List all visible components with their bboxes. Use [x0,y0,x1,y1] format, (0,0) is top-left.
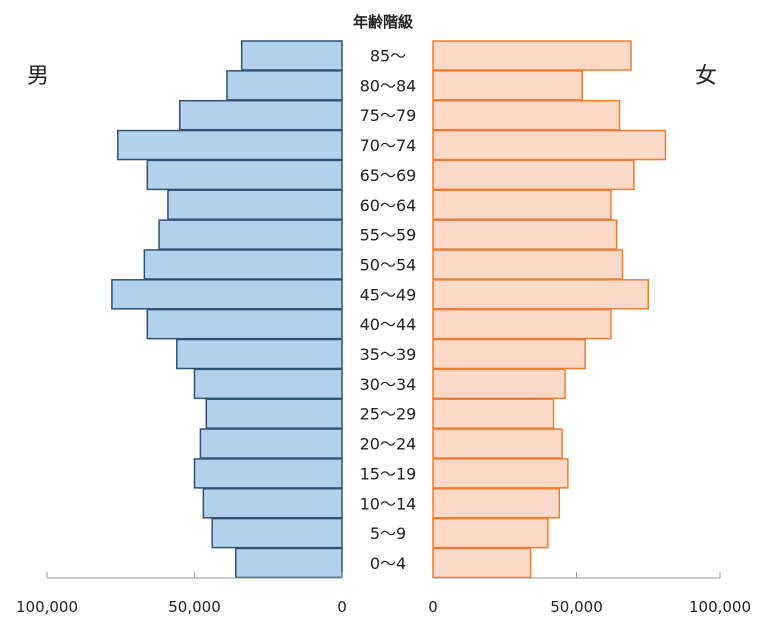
male-bar [235,547,343,579]
male-bar [226,70,343,101]
male-bar [179,99,343,131]
female-label: 女 [695,64,717,89]
age-group-label: 0〜4 [370,554,406,573]
male-bar [146,159,343,191]
female-bar [432,517,549,549]
male-bar [158,219,343,250]
female-bar [432,70,583,101]
female-tick-label: 50,000 [550,598,603,616]
male-bar [240,40,343,71]
axes: 100,000 50,000 0 0 50,000 100,000 [16,572,751,616]
age-group-label: 80〜84 [360,76,417,95]
female-bar [432,129,667,161]
male-bar [167,189,343,220]
female-tick-label: 0 [428,598,438,616]
female-bar [432,279,649,310]
female-bar [432,458,569,489]
age-group-label: 85〜 [370,47,406,66]
female-bars [432,40,667,579]
age-group-label: 5〜9 [370,524,406,543]
age-group-label: 25〜29 [360,405,417,424]
male-label: 男 [27,64,49,89]
male-bar [146,308,343,340]
male-bar [176,338,343,370]
age-group-label: 40〜44 [360,315,417,334]
female-bar [432,40,632,71]
male-bar [143,249,343,280]
male-tick-label: 100,000 [16,598,78,616]
male-bars [111,40,343,579]
male-tick-label: 0 [337,598,347,616]
female-bar [432,308,612,340]
male-bar [193,368,343,400]
male-bar [117,129,343,161]
male-bar [199,428,343,459]
female-bar [432,219,618,250]
age-labels: 85〜 80〜84 75〜79 70〜74 65〜69 60〜64 55〜59 50〜54 45… [360,47,417,573]
age-group-label: 30〜34 [360,375,417,394]
age-group-label: 65〜69 [360,166,417,185]
male-bar [111,279,343,310]
male-tick-label: 50,000 [168,598,221,616]
age-group-label: 70〜74 [360,136,417,155]
female-bar [432,189,612,220]
female-tick-label: 100,000 [689,598,751,616]
female-bar [432,159,635,191]
male-bar [193,458,343,489]
age-group-label: 15〜19 [360,464,417,483]
female-bar [432,368,566,400]
chart-title: 年齢階級 [353,13,413,31]
age-group-label: 60〜64 [360,196,417,215]
male-bar [211,517,343,549]
female-bar [432,249,624,280]
age-group-label: 10〜14 [360,494,417,513]
age-group-label: 20〜24 [360,435,417,454]
female-bar [432,488,561,519]
age-group-label: 50〜54 [360,255,417,274]
age-group-label: 35〜39 [360,345,417,364]
female-bar [432,398,555,429]
female-bar [432,547,532,579]
female-bar [432,338,586,370]
female-bar [432,428,563,459]
age-group-label: 75〜79 [360,106,417,125]
male-bar [202,488,343,519]
female-bar [432,99,621,131]
age-group-label: 45〜49 [360,285,417,304]
age-group-label: 55〜59 [360,226,417,245]
male-bar [205,398,343,429]
